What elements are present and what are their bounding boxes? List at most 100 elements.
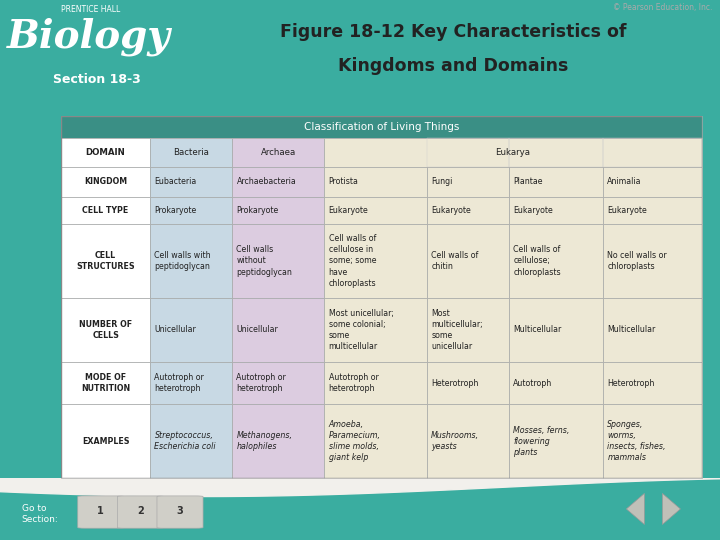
Bar: [232, 197, 324, 224]
Bar: [150, 298, 232, 362]
Text: Autotroph or
heterotroph: Autotroph or heterotroph: [155, 373, 204, 393]
Bar: [324, 404, 427, 478]
Text: Autotroph or
heterotroph: Autotroph or heterotroph: [236, 373, 287, 393]
Bar: [232, 362, 324, 404]
Text: Figure 18-12 Key Characteristics of: Figure 18-12 Key Characteristics of: [280, 23, 627, 40]
Bar: [508, 197, 603, 224]
Text: Unicellular: Unicellular: [155, 326, 197, 334]
Text: Prokaryote: Prokaryote: [155, 206, 197, 215]
Bar: [61, 404, 150, 478]
Bar: [324, 167, 427, 197]
Text: 2: 2: [137, 506, 144, 516]
Bar: [324, 138, 702, 167]
Bar: [603, 404, 702, 478]
Bar: [508, 298, 603, 362]
Bar: [603, 197, 702, 224]
Bar: [324, 298, 427, 362]
Text: Eukaryote: Eukaryote: [431, 206, 471, 215]
Text: Multicellular: Multicellular: [608, 326, 656, 334]
Bar: [232, 404, 324, 478]
Text: Sponges,
worms,
insects, fishes,
mammals: Sponges, worms, insects, fishes, mammals: [608, 420, 666, 462]
Text: Classification of Living Things: Classification of Living Things: [304, 122, 459, 132]
Bar: [603, 362, 702, 404]
Text: Mushrooms,
yeasts: Mushrooms, yeasts: [431, 431, 480, 451]
Text: Mosses, ferns,
flowering
plants: Mosses, ferns, flowering plants: [513, 426, 570, 457]
Bar: [427, 224, 508, 298]
Bar: [61, 362, 150, 404]
Polygon shape: [626, 494, 644, 524]
Bar: [427, 197, 508, 224]
Bar: [427, 298, 508, 362]
Text: Plantae: Plantae: [513, 177, 543, 186]
Text: Multicellular: Multicellular: [513, 326, 562, 334]
Bar: [603, 298, 702, 362]
Text: Cell walls with
peptidoglycan: Cell walls with peptidoglycan: [155, 251, 211, 271]
Bar: [61, 298, 150, 362]
Text: Prokaryote: Prokaryote: [236, 206, 279, 215]
Text: Fungi: Fungi: [431, 177, 453, 186]
Text: Eukaryote: Eukaryote: [608, 206, 647, 215]
Bar: [61, 138, 150, 167]
Bar: [232, 167, 324, 197]
Bar: [61, 224, 150, 298]
Text: PRENTICE HALL: PRENTICE HALL: [61, 4, 120, 14]
Bar: [61, 197, 150, 224]
Text: KINGDOM: KINGDOM: [84, 177, 127, 186]
Text: NUMBER OF
CELLS: NUMBER OF CELLS: [79, 320, 132, 340]
FancyBboxPatch shape: [157, 496, 203, 528]
Text: Bacteria: Bacteria: [173, 148, 209, 157]
Bar: [324, 197, 427, 224]
Text: Most unicellular;
some colonial;
some
multicellular: Most unicellular; some colonial; some mu…: [329, 309, 394, 351]
Text: Streptococcus,
Escherichia coli: Streptococcus, Escherichia coli: [155, 431, 216, 451]
Bar: [150, 197, 232, 224]
Bar: [61, 116, 702, 138]
Text: Most
multicellular;
some
unicellular: Most multicellular; some unicellular: [431, 309, 483, 351]
Bar: [508, 404, 603, 478]
Bar: [150, 224, 232, 298]
Bar: [150, 138, 232, 167]
Text: Go to
Section:: Go to Section:: [22, 504, 58, 524]
Text: Section 18-3: Section 18-3: [53, 73, 141, 86]
Text: Heterotroph: Heterotroph: [608, 379, 654, 388]
Bar: [603, 224, 702, 298]
Text: 1: 1: [97, 506, 104, 516]
Bar: [232, 138, 324, 167]
Bar: [150, 362, 232, 404]
Text: Archaea: Archaea: [261, 148, 296, 157]
Text: Eukaryote: Eukaryote: [329, 206, 369, 215]
Bar: [603, 167, 702, 197]
FancyBboxPatch shape: [78, 496, 124, 528]
Bar: [150, 404, 232, 478]
Bar: [324, 224, 427, 298]
Text: Cell walls of
chitin: Cell walls of chitin: [431, 251, 479, 271]
Bar: [427, 138, 508, 167]
Text: Autotroph: Autotroph: [513, 379, 552, 388]
Text: © Pearson Education, Inc.: © Pearson Education, Inc.: [613, 3, 713, 12]
Bar: [427, 167, 508, 197]
Text: Animalia: Animalia: [608, 177, 642, 186]
Text: DOMAIN: DOMAIN: [86, 148, 125, 157]
Bar: [508, 138, 603, 167]
Text: Archaebacteria: Archaebacteria: [236, 177, 296, 186]
Text: Cell walls of
cellulose;
chloroplasts: Cell walls of cellulose; chloroplasts: [513, 245, 561, 276]
Text: 3: 3: [176, 506, 184, 516]
Text: Autotroph or
heterotroph: Autotroph or heterotroph: [329, 373, 379, 393]
Text: Methanogens,
halophiles: Methanogens, halophiles: [236, 431, 292, 451]
Text: Amoeba,
Paramecium,
slime molds,
giant kelp: Amoeba, Paramecium, slime molds, giant k…: [329, 420, 381, 462]
Bar: [508, 224, 603, 298]
Text: Cell walls of
cellulose in
some; some
have
chloroplasts: Cell walls of cellulose in some; some ha…: [329, 234, 377, 288]
Bar: [427, 404, 508, 478]
Bar: [150, 167, 232, 197]
Bar: [324, 362, 427, 404]
Text: EXAMPLES: EXAMPLES: [82, 437, 130, 445]
Bar: [427, 362, 508, 404]
Bar: [61, 167, 150, 197]
Text: Heterotroph: Heterotroph: [431, 379, 479, 388]
Bar: [508, 362, 603, 404]
Text: Unicellular: Unicellular: [236, 326, 278, 334]
Text: MODE OF
NUTRITION: MODE OF NUTRITION: [81, 373, 130, 393]
Text: CELL
STRUCTURES: CELL STRUCTURES: [76, 251, 135, 271]
Text: Eukarya: Eukarya: [495, 148, 531, 157]
Bar: [232, 298, 324, 362]
Polygon shape: [662, 494, 680, 524]
